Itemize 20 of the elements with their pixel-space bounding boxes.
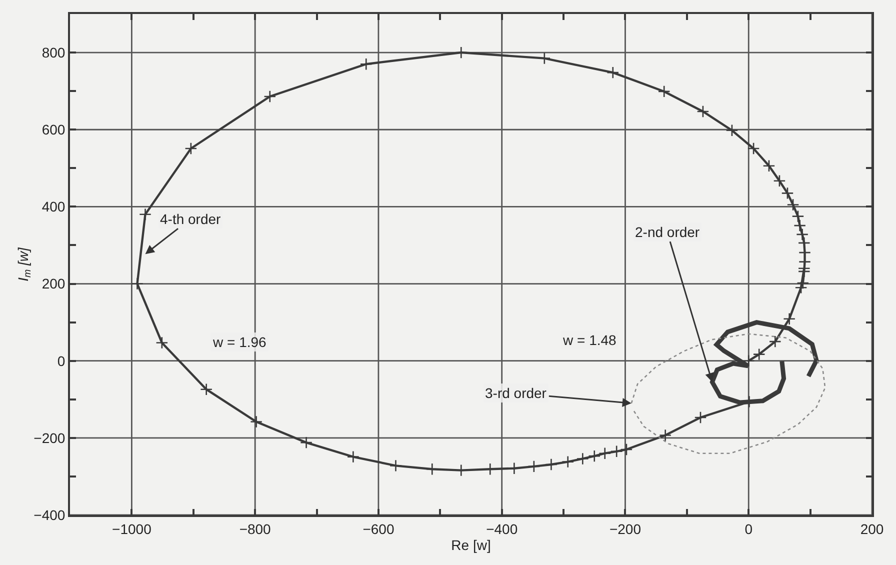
y-tick-label: 200 xyxy=(42,276,66,292)
y-tick-label: −200 xyxy=(34,430,66,446)
annotation: 4-th order xyxy=(160,211,222,227)
x-tick-label: −400 xyxy=(486,520,518,537)
annotation: 3-rd order xyxy=(485,385,547,401)
x-tick-label: −1000 xyxy=(112,520,152,537)
y-tick-label: 400 xyxy=(42,198,66,215)
y-tick-label: −400 xyxy=(34,506,66,523)
x-tick-label: −800 xyxy=(239,520,272,537)
x-tick-label: −200 xyxy=(609,520,642,537)
x-tick-label: 200 xyxy=(860,520,884,537)
y-tick-label: 0 xyxy=(57,352,66,369)
annotation: 2-nd order xyxy=(635,224,700,240)
x-tick-label: 0 xyxy=(744,520,753,537)
annotation: w = 1.96 xyxy=(212,334,267,350)
y-tick-label: 800 xyxy=(42,44,66,60)
x-tick-label: −600 xyxy=(362,520,394,537)
annotation: w = 1.48 xyxy=(562,332,617,348)
y-tick-label: 600 xyxy=(42,122,66,138)
x-axis-title: Re [w] xyxy=(451,536,491,553)
